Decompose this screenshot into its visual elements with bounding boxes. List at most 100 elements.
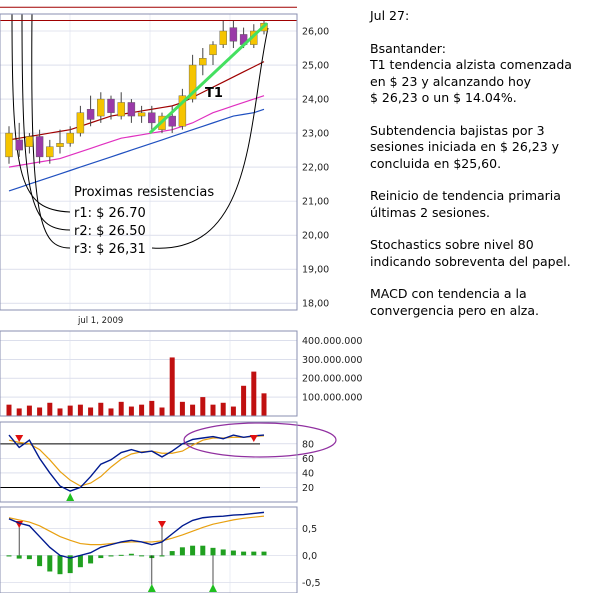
y-tick-label: 23,00 (302, 129, 329, 140)
candle-body (127, 102, 136, 117)
macd-hist-bar (139, 555, 145, 557)
volume-bar (26, 405, 32, 416)
macd-hist-bar (6, 555, 12, 557)
y-tick-label: 100.000.000 (302, 393, 362, 404)
volume-bar (230, 406, 236, 416)
candle-body (168, 115, 176, 127)
y-tick-label: 19,00 (302, 265, 329, 276)
macd-hist-bar (88, 555, 94, 564)
macd-frame (0, 506, 298, 593)
volume-bar (190, 404, 196, 416)
stoch-markers (15, 435, 258, 501)
volume-bar (210, 404, 216, 416)
price-axis: 26,00 25,00 24,00 23,00 22,00 21,00 20,00 19,00… (302, 27, 329, 310)
candle-body (46, 146, 54, 158)
volume-bar (261, 393, 267, 416)
curve-r1 (11, 13, 71, 213)
volume-bar (179, 401, 185, 416)
candle-body (229, 27, 238, 42)
commentary-p4: Stochastics sobre nivel 80 indicando sob… (370, 237, 571, 269)
volume-bar (6, 404, 12, 416)
commentary-p3: Reinicio de tendencia primaria últimas 2… (370, 188, 561, 220)
candle-body (25, 136, 34, 147)
candle-body (35, 136, 44, 158)
macd-signal-line (8, 515, 265, 546)
candle-body (209, 44, 217, 56)
macd-histogram (6, 545, 267, 575)
y-tick-label: 200.000.000 (302, 374, 362, 385)
candle-body (15, 139, 23, 151)
candle-body (188, 64, 197, 100)
commentary-p5: MACD con tendencia a la convergencia per… (370, 286, 540, 318)
macd-hist-bar (261, 551, 267, 556)
y-tick-label: 24,00 (302, 95, 329, 106)
volume-bars (6, 357, 267, 416)
volume-bar (149, 400, 155, 416)
macd-hist-bar (169, 551, 175, 556)
commentary: Jul 27: Bsantander: T1 tendencia alzista… (370, 8, 586, 335)
resist-r3: r3: $ 26,31 (74, 242, 146, 257)
volume-bar (47, 402, 53, 416)
volume-bar (241, 385, 247, 416)
macd-hist-bar (128, 553, 134, 556)
y-tick-label: -0,5 (302, 578, 321, 589)
macd-hist-bar (98, 555, 104, 559)
volume-bar (139, 404, 145, 416)
volume-bar (220, 402, 226, 416)
macd-hist-bar (230, 550, 236, 556)
volume-grid (0, 331, 297, 416)
commentary-date: Jul 27: (370, 8, 410, 23)
macd-lines (8, 511, 265, 559)
macd-hist-bar (210, 547, 216, 556)
ma-blue-line (8, 108, 265, 192)
candle-body (66, 132, 74, 144)
macd-hist-bar (57, 555, 63, 575)
sell-marker (249, 435, 258, 442)
volume-bar (57, 408, 63, 416)
volume-bar (108, 408, 114, 416)
trend-line-t1 (148, 22, 269, 135)
volume-bar (67, 405, 73, 416)
y-tick-label: 0,5 (302, 524, 317, 535)
y-tick-label: 18,00 (302, 299, 329, 310)
y-tick-label: 21,00 (302, 197, 329, 208)
candle-body (107, 98, 115, 113)
volume-bar (251, 371, 257, 416)
macd-hist-bar (200, 545, 206, 556)
stoch-frame (0, 421, 298, 503)
y-tick-label: 400.000.000 (302, 336, 362, 347)
resist-title: Proximas resistencias (74, 185, 214, 200)
stoch-highlight-ellipse (183, 422, 337, 458)
commentary-p1: Bsantander: T1 tendencia alzista comenza… (370, 40, 572, 106)
curve-r2 (21, 13, 71, 231)
stock-chart: 26,00 25,00 24,00 23,00 22,00 21,00 20,00 19,00… (0, 6, 362, 593)
candle-body (56, 143, 64, 147)
macd-hist-bar (159, 555, 165, 557)
curve-r3 (31, 13, 71, 249)
buy-marker (147, 584, 156, 592)
y-tick-label: 300.000.000 (302, 355, 362, 366)
trend-line (148, 22, 269, 135)
stoch-axis: 80 60 40 20 (302, 439, 314, 494)
candle-body (117, 102, 125, 117)
macd-hist-bar (47, 555, 53, 572)
candle-body (178, 95, 187, 127)
y-tick-label: 26,00 (302, 27, 329, 38)
ma-dark-red-line (8, 61, 265, 141)
candle-body (137, 112, 146, 117)
stoch-k-line (8, 434, 265, 492)
trend-label: T1 (205, 86, 223, 101)
stoch-lines (8, 434, 265, 492)
volume-bar (37, 407, 43, 416)
macd-hist-bar (67, 555, 73, 574)
buy-marker (209, 584, 217, 592)
volume-bar (128, 406, 134, 416)
commentary-p2: Subtendencia bajistas por 3 sesiones ini… (370, 122, 560, 171)
macd-hist-bar (37, 555, 43, 567)
candle-body (97, 98, 105, 117)
buy-marker (66, 493, 75, 501)
candle-body (76, 112, 85, 134)
y-tick-label: 0,0 (302, 551, 317, 562)
y-tick-label: 20 (302, 483, 314, 494)
macd-hist-bar (251, 551, 257, 556)
